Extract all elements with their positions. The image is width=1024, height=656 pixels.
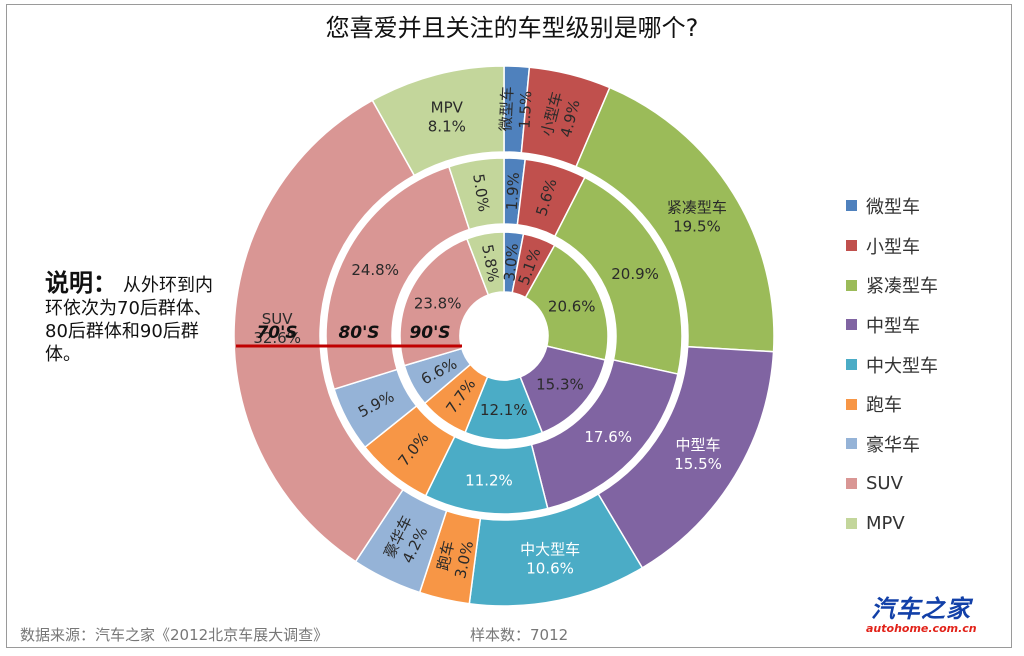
- ring1-label-2: 紧凑型车 19.5%: [667, 199, 727, 236]
- legend-swatch: [846, 240, 857, 252]
- ring3-slice-2: [524, 244, 609, 361]
- legend-swatch: [846, 359, 857, 371]
- ring2-slice-2: [553, 176, 683, 375]
- series-markers: 70'S 80'S 90'S: [236, 323, 462, 348]
- legend-swatch: [846, 517, 857, 529]
- ring1-slice-2: [575, 86, 775, 353]
- ring1-label-7: SUV 32.6%: [253, 310, 301, 347]
- autohome-logo: 汽车之家 autohome.com.cn: [866, 595, 977, 635]
- legend-label: MPV: [866, 512, 905, 534]
- ring2-label-0: 1.9%: [503, 172, 523, 211]
- legend-label: 跑车: [866, 395, 902, 417]
- ring3-slice-7: [399, 237, 490, 367]
- legend-item-4: 中大型车: [846, 345, 938, 385]
- series-label-3: 90'S: [409, 323, 450, 343]
- ring3-label-2: 20.6%: [548, 297, 596, 315]
- ring2-label-3: 17.6%: [584, 428, 632, 446]
- legend-label: 中型车: [866, 315, 920, 337]
- chart-legend: 微型车小型车紧凑型车中型车中大型车跑车豪华车 SUV MPV: [846, 186, 938, 543]
- legend-item-6: 豪华车: [846, 424, 938, 464]
- logo-main-text: 汽车之家: [871, 595, 971, 623]
- ring3-label-3: 15.3%: [536, 376, 584, 394]
- legend-item-0: 微型车: [846, 186, 938, 226]
- legend-label: 微型车: [866, 196, 920, 218]
- ring1-label-3: 中型车 15.5%: [674, 436, 722, 473]
- data-source: 数据来源：汽车之家《2012北京车展大调查》: [20, 626, 329, 644]
- series-label-1: 70'S: [256, 323, 297, 343]
- ring2-slice-8: [447, 157, 505, 231]
- series-label-2: 80'S: [338, 323, 379, 343]
- ring1-label-8: MPV 8.1%: [428, 99, 466, 136]
- ring3-label-7: 23.8%: [414, 294, 462, 312]
- legend-item-8: MPV: [846, 504, 938, 544]
- legend-item-2: 紧凑型车: [846, 265, 938, 305]
- ring1-label-0: 微型车1.5%: [497, 86, 536, 133]
- legend-label: 紧凑型车: [866, 276, 938, 298]
- sample-size: 样本数：7012: [470, 626, 569, 644]
- legend-label: 中大型车: [866, 355, 938, 377]
- legend-label: SUV: [866, 473, 903, 495]
- ring2-label-4: 11.2%: [465, 471, 513, 489]
- ring2-label-2: 20.9%: [611, 265, 659, 283]
- legend-swatch: [846, 438, 857, 450]
- legend-swatch: [846, 319, 857, 331]
- ring3-slice-8: [465, 231, 505, 296]
- legend-item-1: 小型车: [846, 226, 938, 266]
- ring1-label-4: 中大型车 10.6%: [520, 541, 580, 578]
- legend-swatch: [846, 398, 857, 410]
- ring2-label-8: 5.0%: [469, 173, 493, 213]
- legend-item-5: 跑车: [846, 384, 938, 424]
- chart-title: 您喜爱并且关注的车型级别是哪个?: [325, 14, 699, 42]
- ring1-slice-8: [371, 65, 505, 177]
- ring3-label-4: 12.1%: [480, 401, 528, 419]
- legend-swatch: [846, 279, 857, 291]
- ring1-label-5: 跑车3.0%: [433, 535, 477, 580]
- ring3-label-0: 3.0%: [500, 243, 522, 283]
- legend-swatch: [846, 200, 857, 212]
- legend-label: 小型车: [866, 236, 920, 258]
- logo-sub-text: autohome.com.cn: [866, 622, 977, 635]
- donut-rings: [233, 65, 775, 607]
- note-label: 说明：: [45, 269, 117, 297]
- legend-item-7: SUV: [846, 464, 938, 504]
- legend-label: 豪华车: [866, 434, 920, 456]
- ring1-slice-7: [233, 99, 416, 563]
- legend-swatch: [846, 478, 857, 490]
- ring2-label-7: 24.8%: [351, 261, 399, 279]
- note-text: 从外环到内环依次为70后群体、80后群体和90后群体。: [45, 275, 213, 365]
- ring2-slice-7: [325, 165, 471, 391]
- chart-note: 说明： 从外环到内环依次为70后群体、80后群体和90后群体。: [45, 269, 215, 366]
- legend-item-3: 中型车: [846, 305, 938, 345]
